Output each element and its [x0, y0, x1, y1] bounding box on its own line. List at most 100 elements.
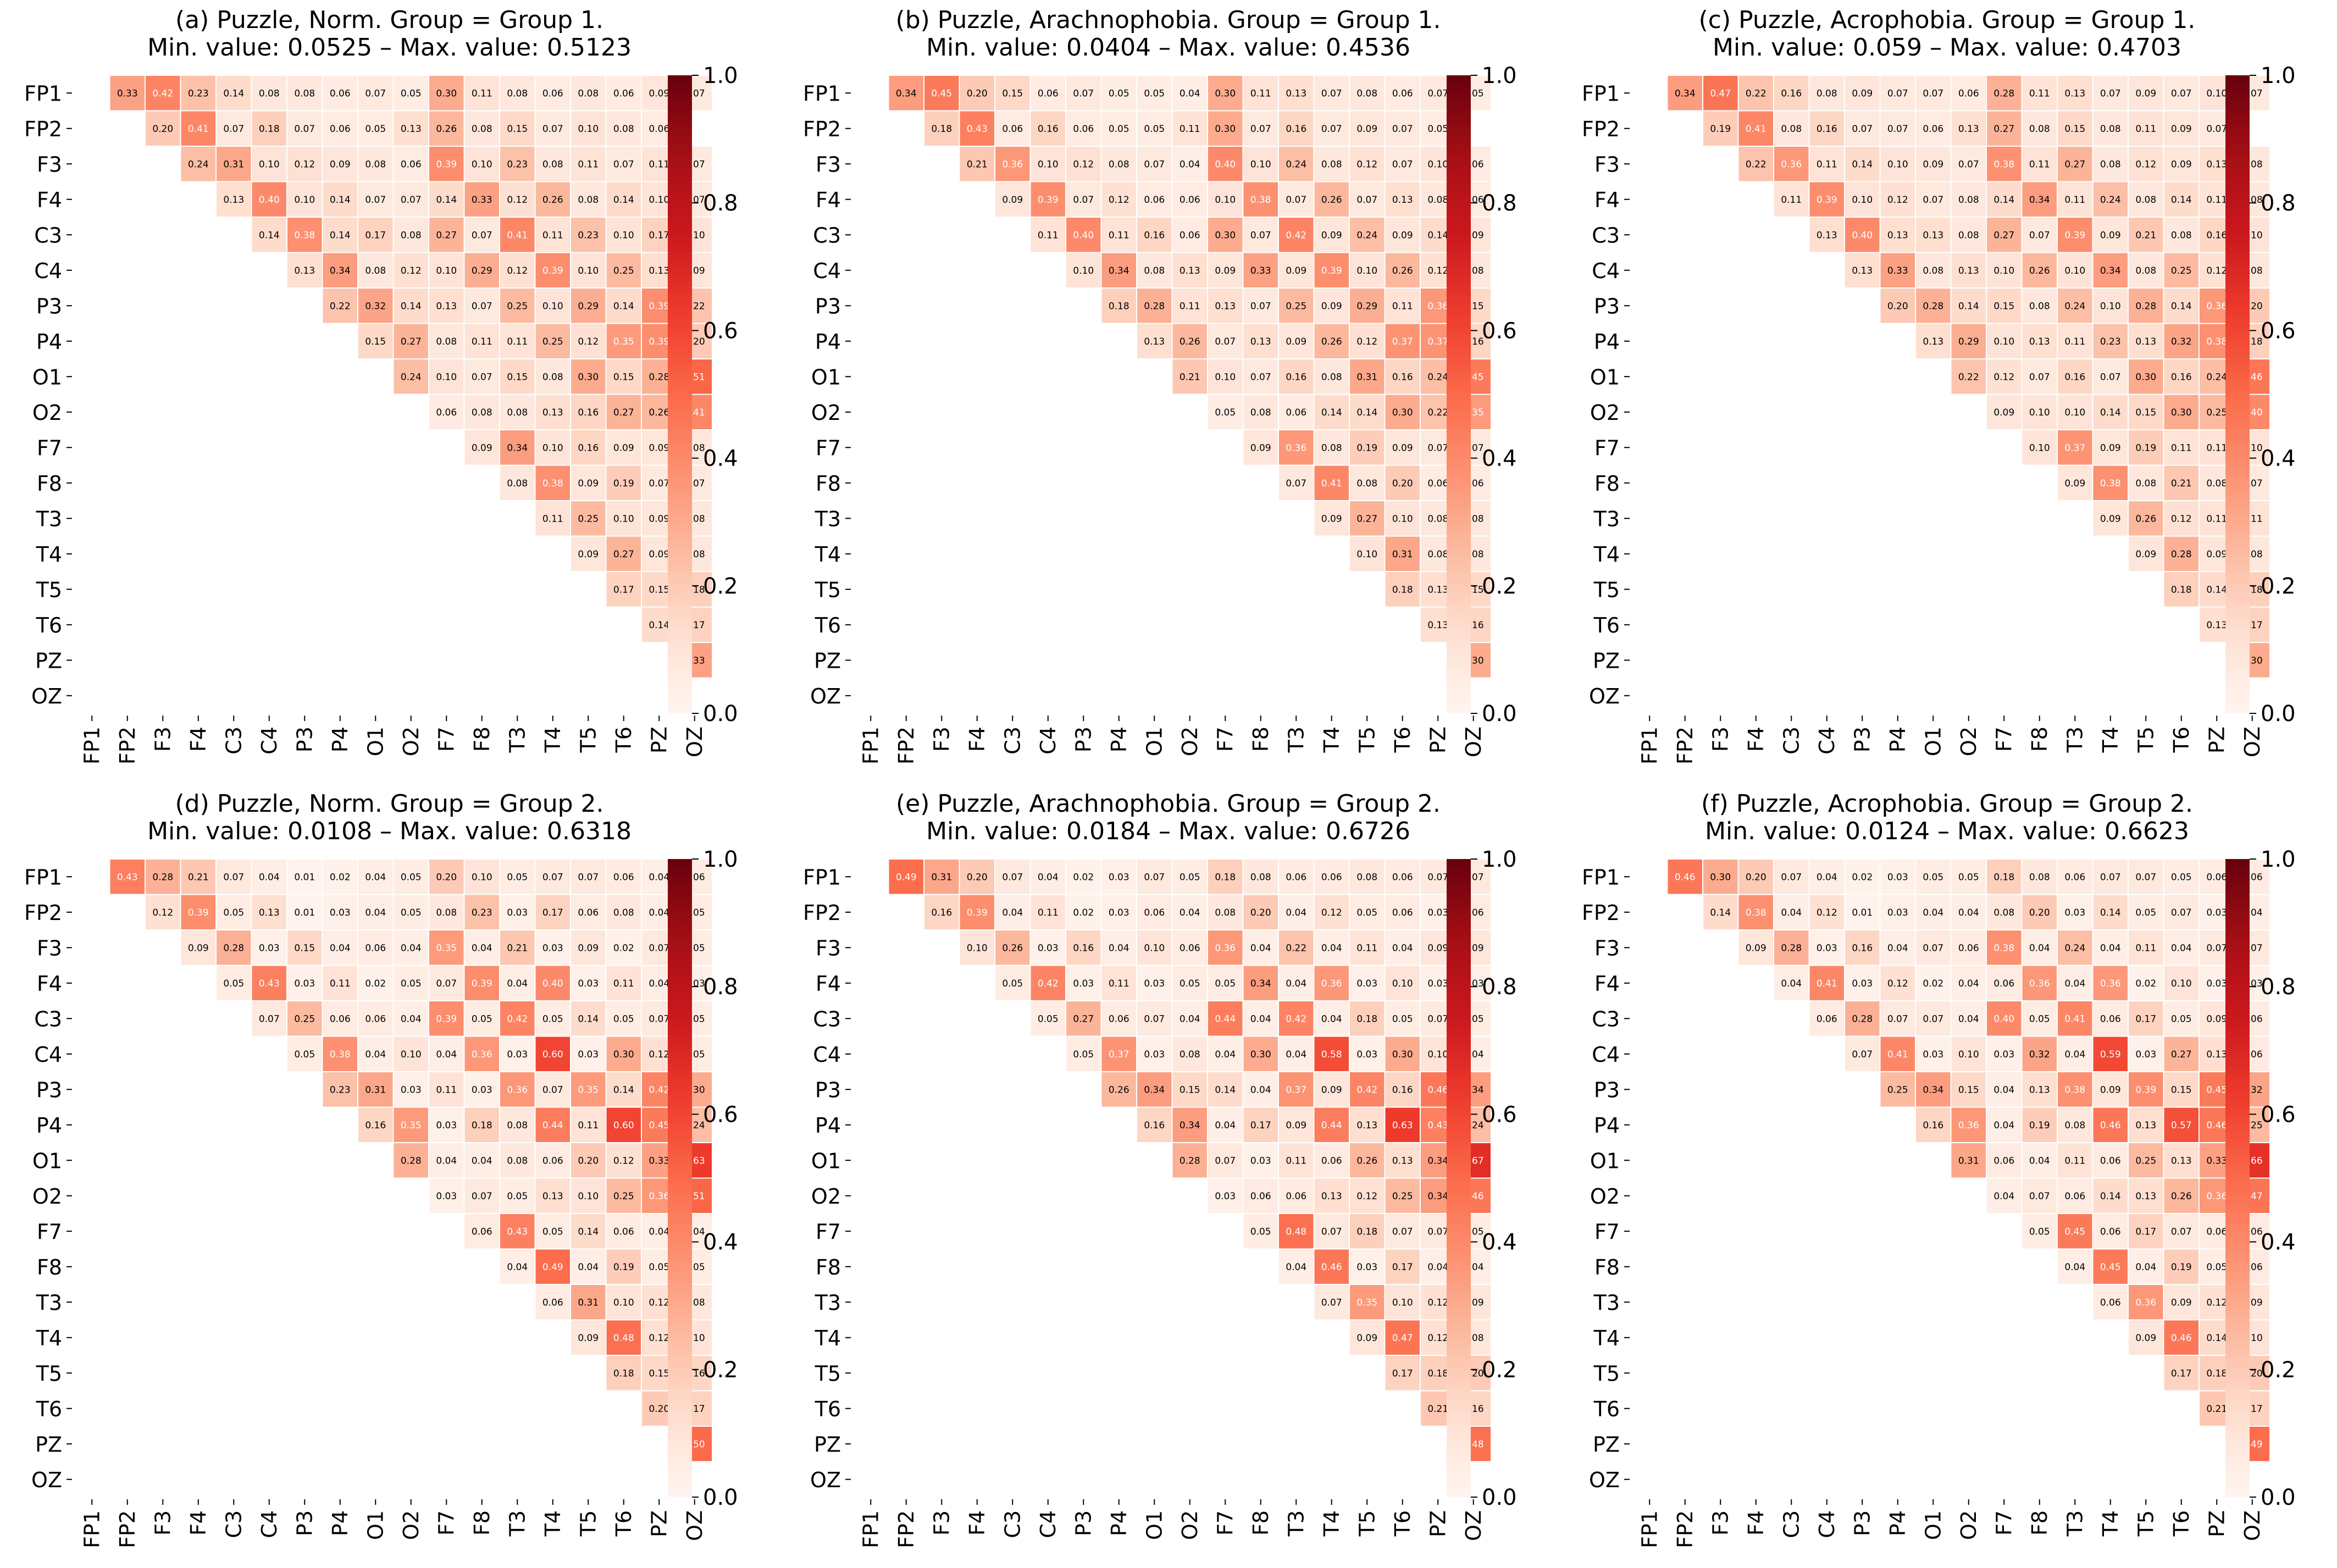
x-tick-label: F7: [1213, 727, 1237, 752]
heatmap-cell: [1136, 323, 1173, 359]
heatmap-cell: [1844, 858, 1881, 895]
cell-value-label: 0.11: [2206, 442, 2227, 453]
cell-value-label: 0.36: [2029, 978, 2050, 989]
heatmap-cell: [2128, 1106, 2164, 1143]
cell-value-label: 0.26: [1321, 195, 1342, 206]
cell-value-label: 0.28: [152, 872, 173, 883]
heatmap-cell: [1950, 1000, 1987, 1037]
cell-value-label: 0.26: [1002, 943, 1023, 954]
heatmap-cell: [570, 535, 607, 572]
cell-value-label: 0.21: [2135, 230, 2156, 241]
heatmap-cell: [499, 146, 536, 182]
y-tick-label: FP2: [24, 117, 62, 141]
cell-value-label: 0.06: [1993, 978, 2014, 989]
cell-value-label: 0.27: [401, 336, 422, 347]
cell-value-label: 0.25: [507, 301, 528, 312]
cell-value-label: 0.09: [649, 549, 669, 560]
cell-value-label: 0.14: [578, 1013, 599, 1024]
x-tick-label: FP2: [894, 1510, 918, 1548]
heatmap-cell: [1915, 965, 1952, 1001]
cell-value-label: 0.07: [1392, 1226, 1413, 1237]
cell-value-label: 0.06: [472, 1226, 492, 1237]
colorbar-tick-label: 0.8: [1482, 191, 1517, 216]
x-tick-label: FP2: [115, 1510, 140, 1548]
cell-value-label: 0.38: [542, 478, 563, 489]
y-tick-label: PZ: [35, 649, 62, 673]
heatmap-cell: [923, 110, 960, 147]
y-tick-label: P4: [36, 330, 62, 354]
cell-value-label: 0.06: [1286, 407, 1306, 418]
cell-value-label: 0.34: [2100, 265, 2121, 276]
heatmap-cell: [1384, 429, 1421, 466]
cell-value-label: 0.37: [1427, 336, 1448, 347]
cell-value-label: 0.07: [2206, 943, 2227, 954]
heatmap-cell: [1950, 1142, 1987, 1179]
heatmap-cell: [2021, 287, 2058, 324]
cell-value-label: 0.17: [1392, 1368, 1413, 1379]
cell-value-label: 0.26: [1321, 336, 1342, 347]
cell-value-label: 0.38: [1993, 159, 2014, 170]
heatmap-cell: [1207, 929, 1244, 966]
cell-value-label: 0.36: [507, 1084, 528, 1095]
cell-value-label: 0.41: [2064, 1013, 2085, 1024]
cell-value-label: 0.11: [1250, 88, 1271, 99]
heatmap-cell: [1278, 1035, 1315, 1072]
cell-value-label: 0.10: [1250, 159, 1271, 170]
x-tick-label: FP1: [80, 727, 104, 764]
cell-value-label: 0.06: [1958, 88, 1979, 99]
cell-value-label: 0.07: [1321, 1297, 1342, 1308]
cell-value-label: 0.18: [1356, 1013, 1377, 1024]
cell-value-label: 0.07: [1250, 230, 1271, 241]
heatmap-cell: [2057, 110, 2094, 147]
cell-value-label: 0.25: [542, 336, 563, 347]
cell-value-label: 0.03: [1993, 1049, 2014, 1060]
cell-value-label: 0.04: [1109, 943, 1129, 954]
y-tick-label: F8: [1594, 1255, 1620, 1279]
cell-value-label: 0.14: [1356, 407, 1377, 418]
heatmap-cell: [1879, 287, 1916, 324]
x-tick-label: F8: [470, 727, 494, 752]
y-tick-label: FP1: [1582, 81, 1620, 106]
x-tick-label: T3: [1284, 727, 1308, 753]
cell-value-label: 0.34: [896, 88, 917, 99]
cell-value-label: 0.09: [613, 442, 634, 453]
heatmap-cell: [2057, 75, 2094, 112]
heatmap-cell: [1915, 323, 1952, 359]
x-tick-label: F7: [1992, 727, 2016, 752]
cell-value-label: 0.46: [1675, 872, 1696, 883]
cell-value-label: 0.12: [401, 265, 422, 276]
cell-value-label: 0.21: [507, 943, 528, 954]
cell-value-label: 0.03: [578, 1049, 599, 1060]
cell-value-label: 0.20: [967, 88, 988, 99]
heatmap-cell: [215, 146, 252, 182]
cell-value-label: 0.05: [613, 1013, 634, 1024]
y-tick-label: FP1: [803, 865, 841, 889]
cell-value-label: 0.39: [436, 1013, 457, 1024]
heatmap-cell: [392, 217, 429, 253]
cell-value-label: 0.03: [1144, 1049, 1165, 1060]
cell-value-label: 0.24: [1356, 230, 1377, 241]
heatmap-cell: [392, 965, 429, 1001]
colorbar: [668, 859, 692, 1497]
heatmap-cell: [1384, 323, 1421, 359]
heatmap-cell: [463, 429, 500, 466]
heatmap-cell: [1029, 894, 1066, 930]
cell-value-label: 0.22: [1427, 407, 1448, 418]
cell-value-label: 0.22: [1286, 943, 1306, 954]
heatmap-cell: [463, 394, 500, 430]
cell-value-label: 0.04: [1038, 872, 1059, 883]
cell-value-label: 0.07: [1250, 372, 1271, 383]
y-tick-label: P3: [815, 1078, 841, 1102]
heatmap-cell: [499, 252, 536, 289]
cell-value-label: 0.08: [1250, 872, 1271, 883]
cell-value-label: 0.60: [542, 1049, 563, 1060]
cell-value-label: 0.03: [436, 1191, 457, 1202]
y-tick-label: FP2: [1582, 901, 1620, 925]
cell-value-label: 0.06: [1392, 88, 1413, 99]
cell-value-label: 0.10: [1993, 265, 2014, 276]
heatmap-cell: [1278, 894, 1315, 930]
cell-value-label: 0.09: [1286, 336, 1306, 347]
cell-value-label: 0.13: [1392, 195, 1413, 206]
cell-value-label: 0.20: [967, 872, 988, 883]
heatmap-cell: [357, 965, 394, 1001]
